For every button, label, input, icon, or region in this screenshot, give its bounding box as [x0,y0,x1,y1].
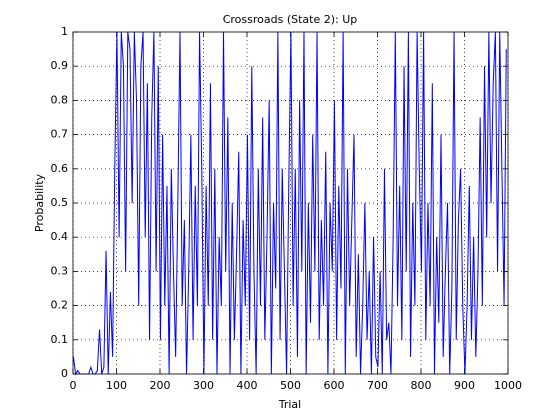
y-tick-label: 0.4 [51,230,69,243]
y-tick-label: 0.6 [51,162,69,175]
y-tick-label: 0.3 [51,264,69,277]
y-tick-label: 0.9 [51,59,69,72]
x-tick-label: 1000 [494,379,522,392]
y-tick-label: 0.5 [51,196,69,209]
x-tick-label: 500 [280,379,301,392]
axes-box [72,31,509,375]
x-tick-label: 300 [193,379,214,392]
y-tick-label: 0 [61,367,68,380]
data-line [72,31,507,376]
y-tick-label: 1 [61,25,68,38]
x-tick-label: 600 [324,379,345,392]
x-tick-label: 900 [454,379,475,392]
y-tick-label: 0.2 [51,299,69,312]
x-tick-label: 100 [106,379,127,392]
x-tick-label: 700 [367,379,388,392]
y-tick-label: 0.7 [51,128,69,141]
x-tick-label: 800 [411,379,432,392]
x-tick-label: 400 [237,379,258,392]
chart-title: Crossroads (State 2): Up [223,13,358,26]
x-axis-label: Trial [278,398,301,411]
y-tick-label: 0.1 [51,333,69,346]
x-tick-label: 0 [70,379,77,392]
y-axis-label: Probability [33,173,46,232]
x-tick-label: 200 [150,379,171,392]
y-tick-label: 0.8 [51,93,69,106]
